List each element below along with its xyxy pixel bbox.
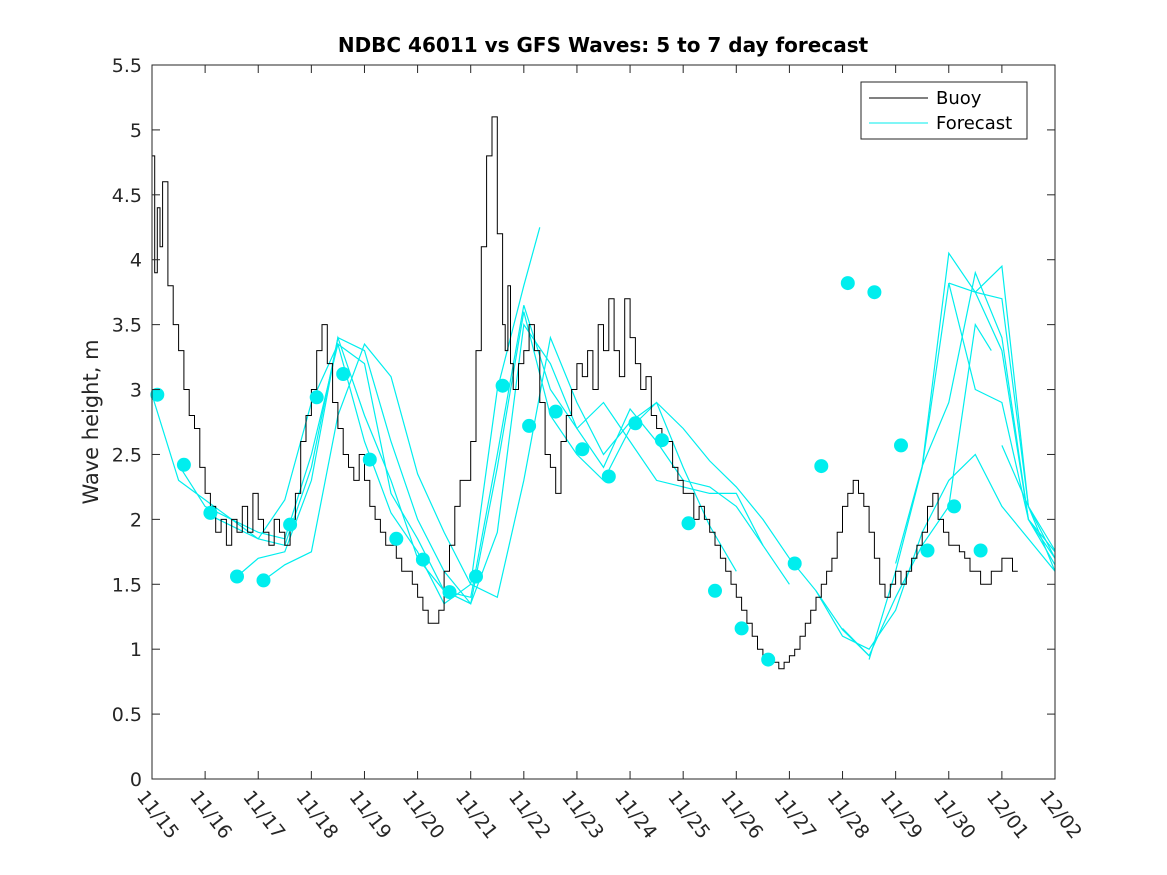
forecast-marker [203, 505, 218, 520]
y-tick-label: 0.5 [112, 704, 142, 726]
y-tick-label: 1 [130, 639, 142, 661]
forecast-marker [654, 433, 669, 448]
legend: Buoy Forecast [860, 81, 1028, 140]
forecast-marker [681, 516, 696, 531]
buoy-series [152, 116, 1018, 670]
forecast-marker [415, 552, 430, 567]
forecast-series-2 [204, 305, 764, 599]
plot-frame [151, 64, 1056, 780]
forecast-markers [150, 276, 988, 667]
forecast-series-0 [151, 227, 541, 605]
y-tick-label: 4.5 [112, 185, 142, 207]
y-tick-label: 3 [130, 380, 142, 402]
forecast-marker [734, 621, 749, 636]
forecast-marker [362, 452, 377, 467]
forecast-marker [495, 378, 510, 393]
forecast-series-11 [974, 291, 1056, 553]
forecast-marker [894, 438, 908, 453]
forecast-marker [973, 543, 988, 558]
forecast-marker [787, 556, 802, 571]
forecast-marker [309, 390, 324, 405]
forecast-marker [708, 583, 722, 598]
legend-box [860, 81, 1028, 140]
forecast-lines [151, 227, 1056, 660]
y-tick-label: 2 [130, 509, 142, 531]
forecast-marker [336, 367, 351, 381]
forecast-marker [601, 469, 616, 484]
y-tick-label: 5.5 [112, 55, 142, 77]
y-tick-label: 3.5 [112, 315, 142, 337]
y-tick-label: 0 [130, 769, 142, 791]
forecast-series-12 [1001, 445, 1056, 551]
forecast-marker [628, 416, 643, 431]
forecast-marker [840, 276, 855, 291]
forecast-marker [176, 457, 191, 472]
y-tick-label: 2.5 [112, 444, 142, 466]
forecast-series-3 [236, 322, 790, 605]
forecast-series-4 [263, 335, 870, 657]
forecast-series-10 [948, 264, 1056, 559]
forecast-marker [575, 442, 590, 457]
forecast-marker [920, 543, 935, 558]
forecast-series-9 [921, 270, 1056, 566]
y-tick-label: 5 [130, 120, 142, 142]
y-axis: 0 0.5 1 1.5 2 2.5 3 3.5 4 4.5 5 5.5 [112, 55, 1055, 791]
forecast-marker [150, 387, 165, 402]
forecast-marker [283, 517, 298, 532]
plot-area [152, 65, 1055, 779]
legend-forecast-label: Forecast [936, 113, 1012, 134]
forecast-marker [442, 585, 457, 600]
y-axis-label: Wave height, m [79, 339, 103, 504]
forecast-marker [814, 459, 829, 474]
forecast-marker [761, 652, 776, 667]
legend-buoy-label: Buoy [936, 88, 982, 109]
y-tick-label: 1.5 [112, 574, 142, 596]
forecast-series-1 [178, 311, 737, 605]
forecast-marker [947, 499, 962, 514]
buoy-line [152, 116, 1018, 670]
forecast-marker [230, 569, 244, 584]
forecast-marker [256, 573, 271, 588]
forecast-marker [469, 569, 483, 584]
forecast-marker [867, 285, 882, 300]
forecast-marker [548, 404, 563, 419]
forecast-marker [389, 531, 404, 546]
y-tick-label: 4 [130, 250, 142, 272]
chart-title: NDBC 46011 vs GFS Waves: 5 to 7 day fore… [338, 33, 869, 57]
forecast-marker [522, 418, 537, 433]
